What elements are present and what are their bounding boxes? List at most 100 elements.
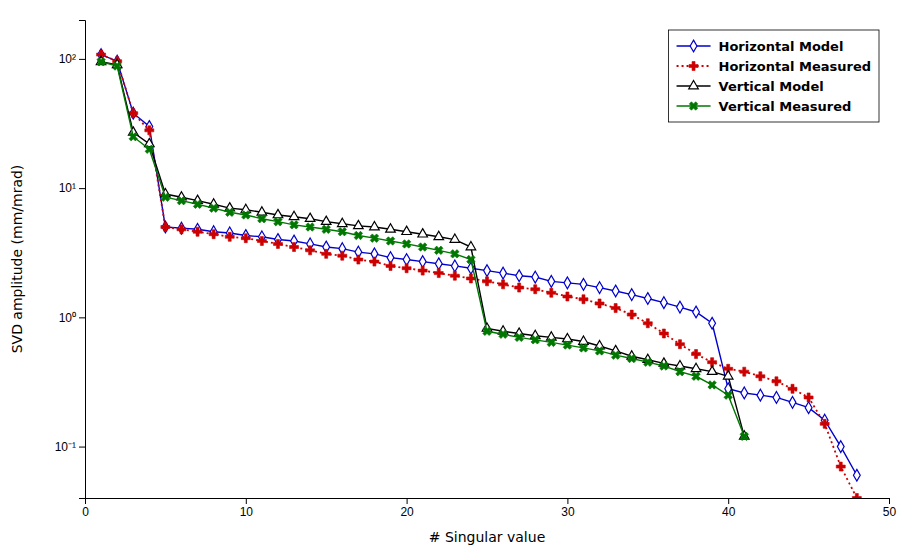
legend-label: Vertical Measured xyxy=(719,99,852,114)
point xyxy=(772,377,781,386)
y-axis-line xyxy=(79,21,86,499)
point xyxy=(563,292,572,301)
y-tick-mark xyxy=(79,188,85,189)
point xyxy=(241,204,251,212)
y-axis-title: SVD amplitude (mm/mrad) xyxy=(9,165,25,354)
point xyxy=(723,371,733,379)
point xyxy=(225,232,234,241)
y-tick: 10⁰ xyxy=(59,311,85,325)
y-tick-mark xyxy=(79,59,85,60)
point xyxy=(531,285,540,294)
point xyxy=(289,211,299,219)
point xyxy=(532,271,539,283)
point xyxy=(595,299,604,308)
point xyxy=(402,226,412,234)
point xyxy=(836,462,845,471)
legend-label: Horizontal Measured xyxy=(719,59,871,74)
legend-label: Vertical Model xyxy=(719,79,824,94)
point xyxy=(580,278,587,290)
point xyxy=(145,126,154,135)
point xyxy=(529,333,542,346)
point xyxy=(400,238,413,251)
point xyxy=(257,236,266,245)
point xyxy=(432,244,445,257)
point xyxy=(451,260,458,272)
point xyxy=(466,241,476,249)
point xyxy=(561,339,574,352)
x-tick: 20 xyxy=(400,498,414,519)
point xyxy=(547,288,556,297)
point xyxy=(354,255,363,264)
legend: Horizontal ModelHorizontal MeasuredVerti… xyxy=(669,30,879,122)
point xyxy=(579,295,588,304)
point xyxy=(853,469,860,481)
point xyxy=(465,253,478,266)
point xyxy=(837,441,844,453)
point xyxy=(257,207,267,215)
point xyxy=(159,191,172,204)
point xyxy=(497,328,510,341)
point xyxy=(852,494,861,499)
point xyxy=(644,293,651,305)
x-tick-label: 0 xyxy=(82,505,89,519)
point xyxy=(788,384,797,393)
series-line xyxy=(101,62,744,437)
point xyxy=(756,372,765,381)
point xyxy=(321,216,331,224)
point xyxy=(127,130,140,143)
x-tick-label: 20 xyxy=(400,505,414,519)
point xyxy=(435,258,442,270)
point xyxy=(641,356,654,369)
point xyxy=(418,229,428,237)
point xyxy=(677,301,684,313)
point xyxy=(820,419,829,428)
point xyxy=(691,363,701,371)
point xyxy=(386,261,395,270)
point xyxy=(548,275,555,287)
point xyxy=(675,340,684,349)
x-tick: 40 xyxy=(722,498,736,519)
point xyxy=(370,257,379,266)
point xyxy=(175,194,188,207)
x-axis: 0 10 20 30 40 50 xyxy=(82,498,896,519)
point xyxy=(193,227,202,236)
point xyxy=(241,234,250,243)
point xyxy=(513,331,526,344)
point xyxy=(290,243,299,252)
point xyxy=(288,218,301,231)
y-tick-mark xyxy=(79,317,85,318)
x-tick: 10 xyxy=(240,498,254,519)
series xyxy=(95,55,751,442)
chart: 0102030405010⁻¹10⁰10¹10²# Singular value… xyxy=(0,0,914,556)
x-tick-label: 40 xyxy=(722,505,736,519)
point xyxy=(500,267,507,279)
point xyxy=(337,218,347,226)
point xyxy=(336,225,349,238)
y-axis: 10⁻¹ 10⁰ 10¹ 10² xyxy=(55,21,86,499)
y-tick-label: 10¹ xyxy=(59,181,76,195)
legend-marker xyxy=(689,62,698,71)
point xyxy=(692,350,701,359)
y-tick-label: 10⁻¹ xyxy=(55,440,76,454)
point xyxy=(593,345,606,358)
point xyxy=(191,198,204,211)
point xyxy=(450,234,460,242)
point xyxy=(368,232,381,245)
point xyxy=(757,389,764,401)
x-tick: 0 xyxy=(82,498,89,519)
point xyxy=(627,310,636,319)
series xyxy=(98,49,861,481)
point xyxy=(740,367,749,376)
x-tick: 50 xyxy=(883,498,897,519)
point xyxy=(563,333,573,341)
point xyxy=(419,256,426,268)
x-tick-mark xyxy=(889,498,890,504)
x-tick-mark xyxy=(407,498,408,504)
point xyxy=(386,224,396,232)
x-tick: 30 xyxy=(561,498,575,519)
point xyxy=(320,223,333,236)
point xyxy=(434,269,443,278)
y-tick: 10² xyxy=(59,52,85,66)
point xyxy=(416,241,429,254)
x-tick-label: 50 xyxy=(883,505,897,519)
